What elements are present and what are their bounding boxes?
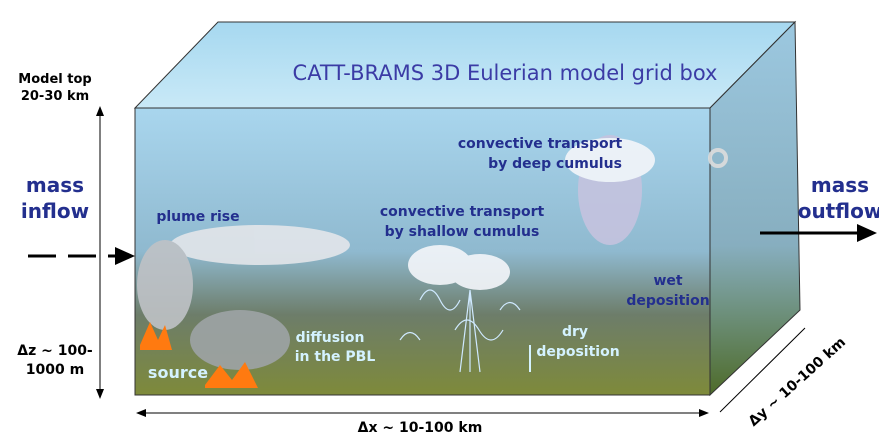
clouds xyxy=(137,135,728,370)
model-top: Model top xyxy=(18,72,91,87)
dry-label: dry xyxy=(562,324,588,340)
y-axis xyxy=(719,327,806,413)
source-label: source xyxy=(148,363,208,382)
shallow-label: by shallow cumulus xyxy=(385,224,540,240)
diffusion-label: diffusion xyxy=(296,330,365,346)
x-arrow xyxy=(136,409,146,417)
shallow-label: convective transport xyxy=(380,204,545,220)
inflow-arrow-head xyxy=(115,247,135,265)
plume-label: plume rise xyxy=(156,209,239,225)
z-arrow xyxy=(96,106,104,116)
inflow-label: mass xyxy=(26,173,84,197)
outflow-label: mass xyxy=(811,173,869,197)
dry-label: deposition xyxy=(536,344,619,360)
dx-label: Δx ~ 10-100 km xyxy=(358,420,483,436)
outflow-arrow-head xyxy=(857,224,877,242)
dz-label: Δz ~ 100- xyxy=(17,343,93,359)
diffusion-label: in the PBL xyxy=(295,349,376,365)
dz-label: 1000 m xyxy=(26,362,84,378)
fire xyxy=(140,322,258,388)
model-top-value: 20-30 km xyxy=(21,89,89,104)
outflow-label: outflow xyxy=(798,199,879,223)
wet-label: wet xyxy=(653,273,682,289)
wet-label: deposition xyxy=(626,293,709,309)
turbulence xyxy=(399,289,521,373)
dy-label: Δy ~ 10-100 km xyxy=(746,334,849,429)
deep-label: convective transport xyxy=(458,136,623,152)
title: CATT-BRAMS 3D Eulerian model grid box xyxy=(293,61,718,85)
deep-label: by deep cumulus xyxy=(488,156,622,172)
inflow-label: inflow xyxy=(21,199,89,223)
z-arrow xyxy=(96,389,104,399)
x-arrow xyxy=(699,409,709,417)
